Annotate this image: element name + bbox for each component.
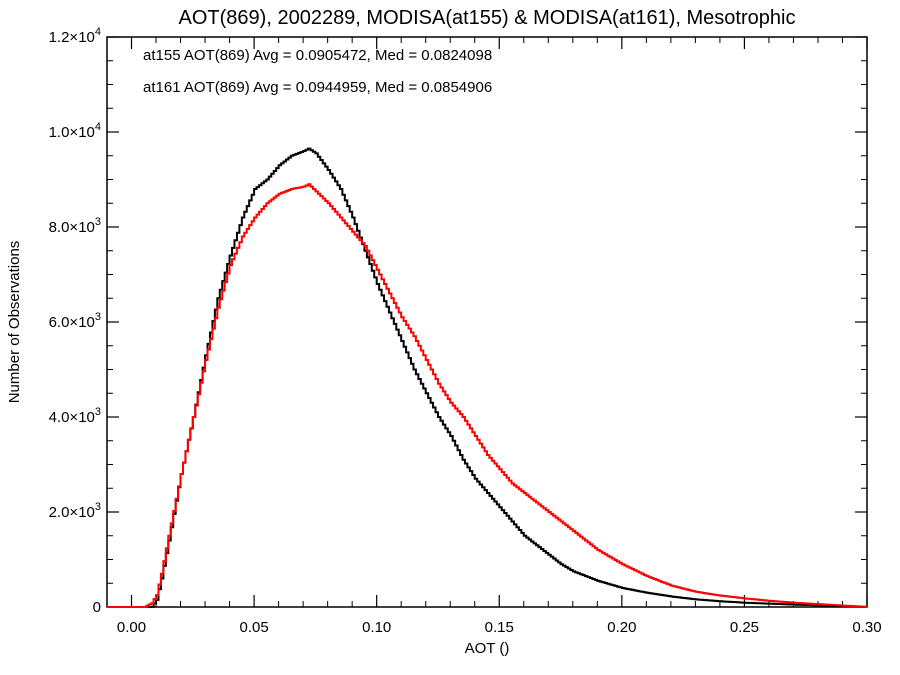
y-tick-label: 4.0×103 <box>49 406 101 426</box>
x-tick-label: 0.30 <box>852 619 881 636</box>
x-axis-title: AOT () <box>465 640 510 657</box>
y-tick-label: 6.0×103 <box>49 311 101 331</box>
y-tick-label: 8.0×103 <box>49 216 101 236</box>
legend-entry-at161: at161 AOT(869) Avg = 0.0944959, Med = 0.… <box>143 79 492 96</box>
x-tick-label: 0.05 <box>239 619 268 636</box>
chart-title: AOT(869), 2002289, MODISA(at155) & MODIS… <box>179 7 796 29</box>
x-tick-label: 0.10 <box>362 619 391 636</box>
x-tick-label: 0.25 <box>730 619 759 636</box>
y-axis-title: Number of Observations <box>6 241 23 404</box>
series-layer <box>107 147 868 608</box>
x-tick-label: 0.15 <box>485 619 514 636</box>
y-tick-exponent: 3 <box>95 311 101 323</box>
series-line-at161 <box>107 183 868 608</box>
x-tick-label: 0.20 <box>607 619 636 636</box>
y-tick-label: 1.0×104 <box>49 121 101 141</box>
y-tick-label: 2.0×103 <box>49 501 101 521</box>
x-axis-ticks: 0.00 0.05 0.10 0.15 0.20 0.25 0.30 <box>117 37 882 636</box>
x-tick-label: 0.00 <box>117 619 146 636</box>
y-tick-exponent: 4 <box>95 121 101 133</box>
y-tick-exponent: 4 <box>95 26 101 38</box>
y-tick-label: 0 <box>93 599 101 616</box>
series-line-at155 <box>107 147 868 608</box>
y-tick-label: 1.2×104 <box>49 26 101 46</box>
plot-area: 0.00 0.05 0.10 0.15 0.20 0.25 0.30 0 2.0×103 4.0… <box>49 26 882 636</box>
legend-entry-at155: at155 AOT(869) Avg = 0.0905472, Med = 0.… <box>143 47 492 64</box>
y-axis-ticks: 0 2.0×103 4.0×103 6.0×103 8.0×103 1.0×104 1.2×… <box>49 26 867 616</box>
y-tick-exponent: 3 <box>95 216 101 228</box>
legend: at155 AOT(869) Avg = 0.0905472, Med = 0.… <box>143 47 492 96</box>
y-tick-exponent: 3 <box>95 406 101 418</box>
y-tick-exponent: 3 <box>95 501 101 513</box>
plot-frame <box>106 36 868 608</box>
